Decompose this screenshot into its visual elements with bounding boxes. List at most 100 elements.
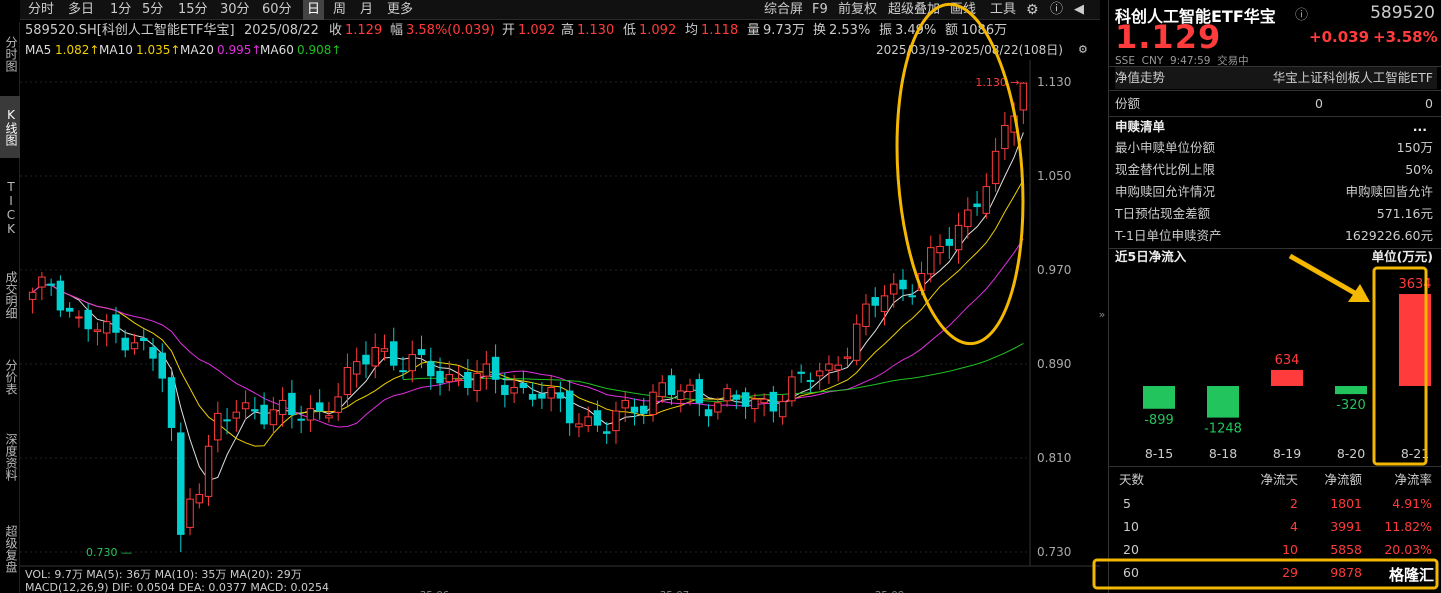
meta-exchange: SSE bbox=[1115, 55, 1135, 67]
list-item: T-1日单位申赎资产 1629226.60元 bbox=[1115, 225, 1437, 247]
th-days: 天数 bbox=[1119, 472, 1145, 487]
candle bbox=[538, 382, 546, 410]
ma10-line bbox=[32, 179, 1024, 447]
x-tick-label: 25-08 bbox=[875, 590, 904, 593]
close-label: 收 bbox=[329, 23, 343, 38]
candle bbox=[769, 385, 778, 423]
nav-row[interactable]: 净值走势 华宝上证科创板人工智能ETF bbox=[1115, 67, 1437, 89]
expand-handle[interactable]: » bbox=[1098, 308, 1106, 321]
candle bbox=[667, 368, 676, 405]
high-label: 高 bbox=[561, 23, 575, 38]
btn-f9[interactable]: F9 bbox=[812, 2, 828, 17]
candle bbox=[686, 378, 694, 406]
candle bbox=[241, 390, 250, 421]
side-tab-trades[interactable]: 成交明细 bbox=[4, 271, 18, 319]
candle bbox=[84, 303, 92, 342]
tab-monthly[interactable]: 月 bbox=[360, 2, 374, 17]
candle bbox=[741, 387, 750, 419]
collapse-icon[interactable]: ◀ bbox=[1074, 2, 1084, 17]
vol-indicator[interactable]: VOL: 9.7万 MA(5): 36万 MA(10): 35万 MA(20):… bbox=[25, 568, 302, 581]
candle bbox=[65, 302, 74, 318]
btn-adjust[interactable]: 前复权 bbox=[838, 2, 878, 17]
tab-multiday[interactable]: 多日 bbox=[68, 2, 95, 17]
flow-date-label: 8-19 bbox=[1273, 446, 1301, 461]
tab-15min[interactable]: 15分 bbox=[178, 2, 208, 17]
candle bbox=[834, 356, 842, 382]
quote-date: 2025/08/22 bbox=[244, 23, 319, 38]
side-tab-price-dist[interactable]: 分价表 bbox=[4, 359, 18, 395]
candle bbox=[991, 137, 1000, 192]
tab-daily[interactable]: 日 bbox=[303, 0, 325, 20]
candle bbox=[112, 306, 120, 344]
settings-icon[interactable]: ⚙ bbox=[1078, 43, 1088, 56]
candle bbox=[630, 398, 639, 426]
table-cell: 9878 bbox=[1330, 565, 1362, 580]
side-tab-depth[interactable]: 深度资料 bbox=[4, 433, 18, 481]
candle bbox=[214, 401, 222, 453]
flow-date-label: 8-15 bbox=[1145, 446, 1173, 461]
side-tab-kline[interactable]: K线图 bbox=[0, 96, 20, 158]
x-tick-label: 25-06 bbox=[420, 590, 449, 593]
y-tick-label: 0.890 bbox=[1037, 357, 1071, 371]
candle bbox=[927, 235, 935, 283]
btn-composite[interactable]: 综合屏 bbox=[764, 2, 804, 17]
ma20-label: MA20 bbox=[180, 43, 214, 57]
list-key: T-1日单位申赎资产 bbox=[1115, 228, 1222, 243]
candle bbox=[704, 404, 713, 427]
flow-table-header: 天数 净流天 净流额 净流率 bbox=[1109, 468, 1441, 492]
kline-chart[interactable]: 1.130 1.050 0.970 0.890 0.810 0.730 1.130 → 0.7… bbox=[20, 0, 1105, 593]
candle bbox=[306, 395, 315, 433]
watermark-logo: 格隆汇 bbox=[1385, 564, 1437, 585]
candle bbox=[815, 362, 824, 390]
side-tab-review[interactable]: 超级复盘 bbox=[4, 525, 18, 573]
candle bbox=[501, 372, 509, 408]
close-value: 1.129 bbox=[345, 23, 383, 38]
low-label: 低 bbox=[623, 23, 637, 38]
high-value: 1.130 bbox=[577, 23, 615, 38]
turn-value: 2.53% bbox=[829, 23, 871, 38]
candle bbox=[760, 393, 768, 417]
flow-value-label: 3634 bbox=[1398, 277, 1431, 292]
candle bbox=[778, 394, 787, 425]
ma60-value: 0.908↑ bbox=[297, 43, 342, 57]
vol-value: 9.73万 bbox=[763, 23, 805, 38]
gear-icon[interactable]: ⚙ bbox=[1026, 2, 1039, 18]
flow-bar bbox=[1335, 386, 1367, 395]
flow-unit: 单位(万元) bbox=[1371, 249, 1433, 264]
candle bbox=[880, 285, 889, 326]
side-tab-intraday[interactable]: 分时图 bbox=[4, 36, 18, 72]
tab-weekly[interactable]: 周 bbox=[333, 2, 347, 17]
tab-60min[interactable]: 60分 bbox=[262, 2, 292, 17]
table-row: 5 2 1801 4.91% bbox=[1109, 493, 1441, 515]
ma20-value: 0.995↑ bbox=[217, 43, 262, 57]
candle bbox=[862, 294, 870, 336]
candle bbox=[695, 373, 704, 417]
candle bbox=[204, 434, 213, 506]
help-icon[interactable]: ⓘ bbox=[1050, 2, 1064, 17]
candle bbox=[149, 338, 157, 371]
tab-intraday[interactable]: 分时 bbox=[28, 2, 55, 17]
tab-more[interactable]: 更多 bbox=[387, 2, 414, 17]
candle bbox=[121, 329, 129, 358]
candle bbox=[371, 333, 379, 379]
market-meta: SSE CNY 9:47:59 交易中 bbox=[1115, 53, 1249, 68]
candle bbox=[917, 261, 926, 296]
low-value: 1.092 bbox=[639, 23, 677, 38]
macd-indicator[interactable]: MACD(12,26,9) DIF: 0.0504 DEA: 0.0377 MA… bbox=[25, 581, 329, 593]
side-tab-tick[interactable]: TICK bbox=[4, 180, 18, 236]
table-cell: 20.03% bbox=[1384, 542, 1432, 557]
info-icon[interactable]: ⓘ bbox=[1295, 8, 1309, 23]
table-cell: 10 bbox=[1123, 519, 1139, 534]
ma20-line bbox=[32, 238, 1024, 428]
flow-bar bbox=[1143, 386, 1175, 409]
candle bbox=[871, 287, 879, 318]
more-button[interactable]: ... bbox=[1412, 119, 1427, 134]
candle bbox=[621, 391, 629, 423]
tab-5min[interactable]: 5分 bbox=[142, 2, 164, 17]
candle bbox=[528, 382, 537, 407]
candle bbox=[899, 269, 907, 301]
tab-1min[interactable]: 1分 bbox=[110, 2, 132, 17]
flow-bar bbox=[1271, 369, 1303, 386]
tab-30min[interactable]: 30分 bbox=[220, 2, 250, 17]
candle bbox=[954, 212, 963, 264]
